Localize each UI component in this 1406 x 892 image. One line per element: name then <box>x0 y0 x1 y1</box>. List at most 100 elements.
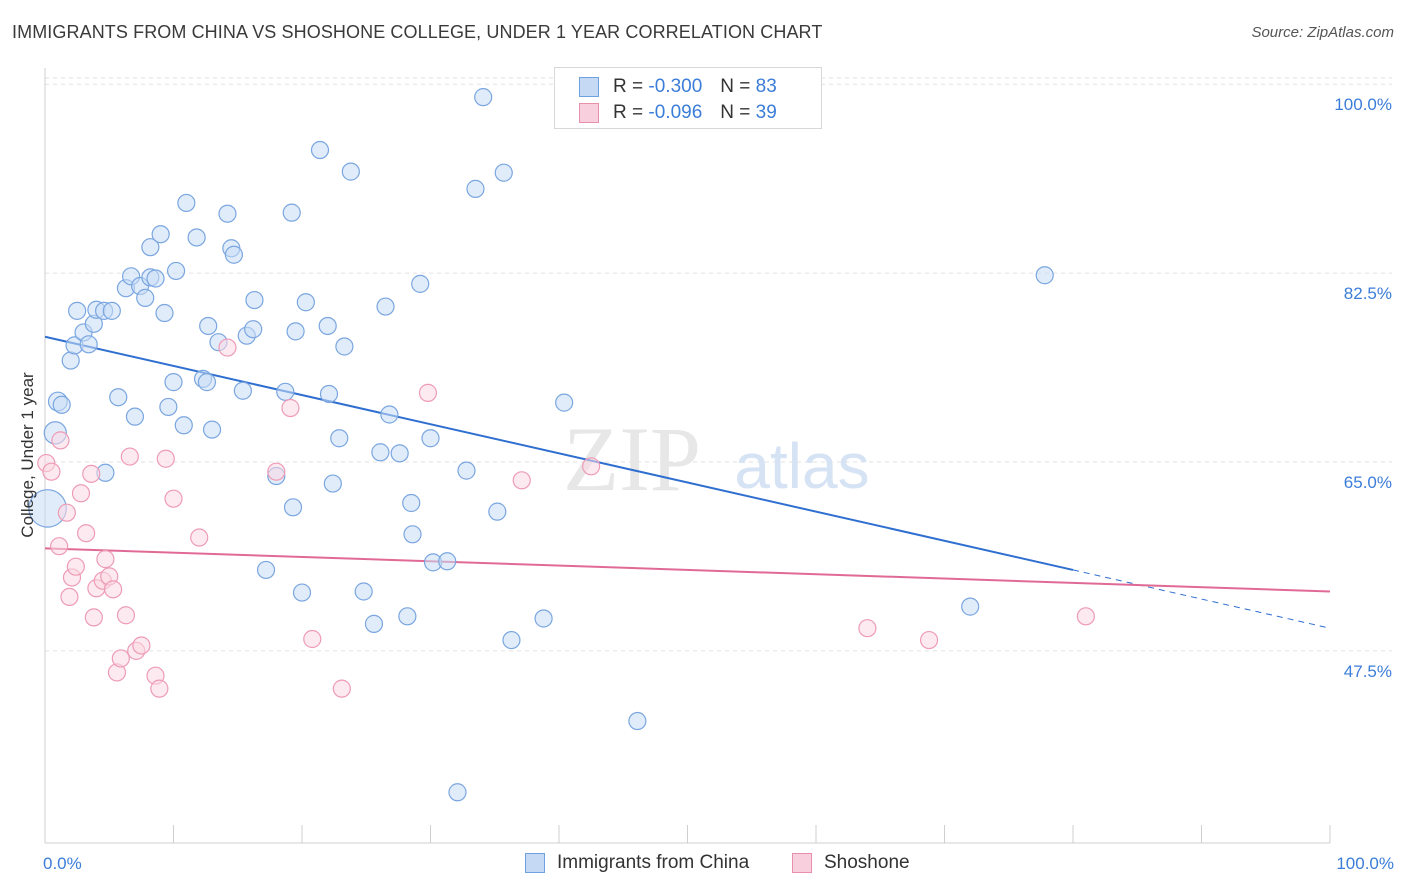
china-swatch <box>579 77 599 97</box>
china-point <box>151 225 170 244</box>
shoshone-point <box>120 447 139 466</box>
china-point <box>319 384 339 404</box>
shoshone-legend-swatch <box>792 853 812 873</box>
shoshone-point <box>582 457 601 476</box>
china-point <box>961 597 980 616</box>
shoshone-point <box>512 471 531 490</box>
y-axis-title: College, Under 1 year <box>18 372 37 538</box>
china-point <box>502 630 521 650</box>
china-point <box>402 493 421 513</box>
shoshone-point <box>267 462 286 481</box>
china-point <box>282 203 301 222</box>
china-point <box>187 228 206 247</box>
shoshone-point <box>84 608 103 627</box>
legend-item-china: Immigrants from China <box>525 852 749 874</box>
china-point <box>354 582 373 601</box>
china-point <box>125 407 145 426</box>
shoshone-point <box>42 462 61 481</box>
china-point <box>283 498 303 517</box>
china-point <box>390 444 409 463</box>
r-label: R = <box>613 76 644 97</box>
shoshone-point <box>164 489 183 508</box>
shoshone-point <box>858 619 877 638</box>
china-point <box>202 420 222 439</box>
shoshone-swatch <box>579 103 599 123</box>
china-point <box>296 293 315 312</box>
china-point <box>411 274 430 293</box>
n-label: N = <box>720 102 751 123</box>
china-point <box>174 416 193 435</box>
china-point <box>292 583 312 602</box>
china-point <box>488 502 507 521</box>
watermark-atlas: atlas <box>734 430 869 502</box>
china-point <box>276 382 295 401</box>
gridlines <box>45 77 1392 652</box>
china-point <box>52 395 71 414</box>
shoshone-point <box>77 524 96 543</box>
china-point <box>555 393 574 412</box>
r-value: -0.096 <box>648 102 703 123</box>
china-point <box>323 474 342 493</box>
china-point <box>380 405 399 424</box>
shoshone-point <box>111 649 130 668</box>
china-point <box>457 461 476 480</box>
shoshone-point <box>116 606 136 625</box>
china-point <box>474 88 493 107</box>
shoshone-point <box>104 580 123 599</box>
china-point <box>330 429 349 448</box>
stats-row-shoshone: R = -0.096 N = 39 <box>579 101 777 125</box>
shoshone-trend-line <box>44 547 1331 593</box>
china-point <box>371 443 390 462</box>
china-point <box>245 290 264 310</box>
china-point <box>102 301 121 320</box>
china-point <box>136 288 155 308</box>
china-point <box>364 614 384 633</box>
shoshone-point <box>57 503 76 522</box>
n-label: N = <box>720 76 751 97</box>
china-point <box>224 245 243 264</box>
y-tick-label: 47.5% <box>1344 662 1392 681</box>
china-point <box>61 351 80 370</box>
shoshone-point <box>132 636 151 655</box>
china-legend-swatch <box>525 853 545 873</box>
china-point <box>155 303 174 323</box>
china-point <box>68 301 87 320</box>
x-tick-label-min: 0.0% <box>43 854 82 873</box>
shoshone-point <box>82 464 101 483</box>
china-point <box>199 316 218 336</box>
shoshone-point <box>1076 607 1095 626</box>
shoshone-point <box>919 630 939 650</box>
china-point <box>341 162 360 181</box>
shoshone-point <box>71 484 91 503</box>
china-point <box>438 552 457 571</box>
china-point <box>318 316 337 336</box>
trend-lines <box>44 335 1331 629</box>
china-point <box>164 373 183 392</box>
shoshone-point <box>418 383 438 402</box>
china-point <box>466 179 485 198</box>
n-value: 39 <box>755 102 777 123</box>
chart-title: IMMIGRANTS FROM CHINA VS SHOSHONE COLLEG… <box>12 22 823 42</box>
china-point <box>146 269 165 288</box>
legend-item-shoshone: Shoshone <box>792 852 910 874</box>
shoshone-point <box>66 557 85 576</box>
shoshone-point <box>281 398 300 418</box>
shoshone-point <box>150 679 169 698</box>
china-point <box>494 163 513 182</box>
stats-row-china: R = -0.300 N = 83 <box>579 75 777 99</box>
shoshone-point <box>332 679 351 698</box>
china-point <box>256 560 276 580</box>
source-label: Source: ZipAtlas.com <box>1251 24 1394 41</box>
china-point <box>159 397 178 417</box>
shoshone-point <box>190 528 209 547</box>
china-point <box>1035 266 1054 285</box>
shoshone-point <box>96 550 115 569</box>
china-legend-label: Immigrants from China <box>557 852 750 873</box>
shoshone-point <box>60 587 79 606</box>
tick-labels: 47.5% 65.0% 82.5% 100.0% 0.0% 100.0% <box>43 95 1394 873</box>
stats-legend: R = -0.300 N = 83 R = -0.096 N = 39 <box>554 67 822 129</box>
shoshone-point <box>156 449 175 468</box>
china-point <box>197 373 217 392</box>
china-point <box>335 337 354 356</box>
